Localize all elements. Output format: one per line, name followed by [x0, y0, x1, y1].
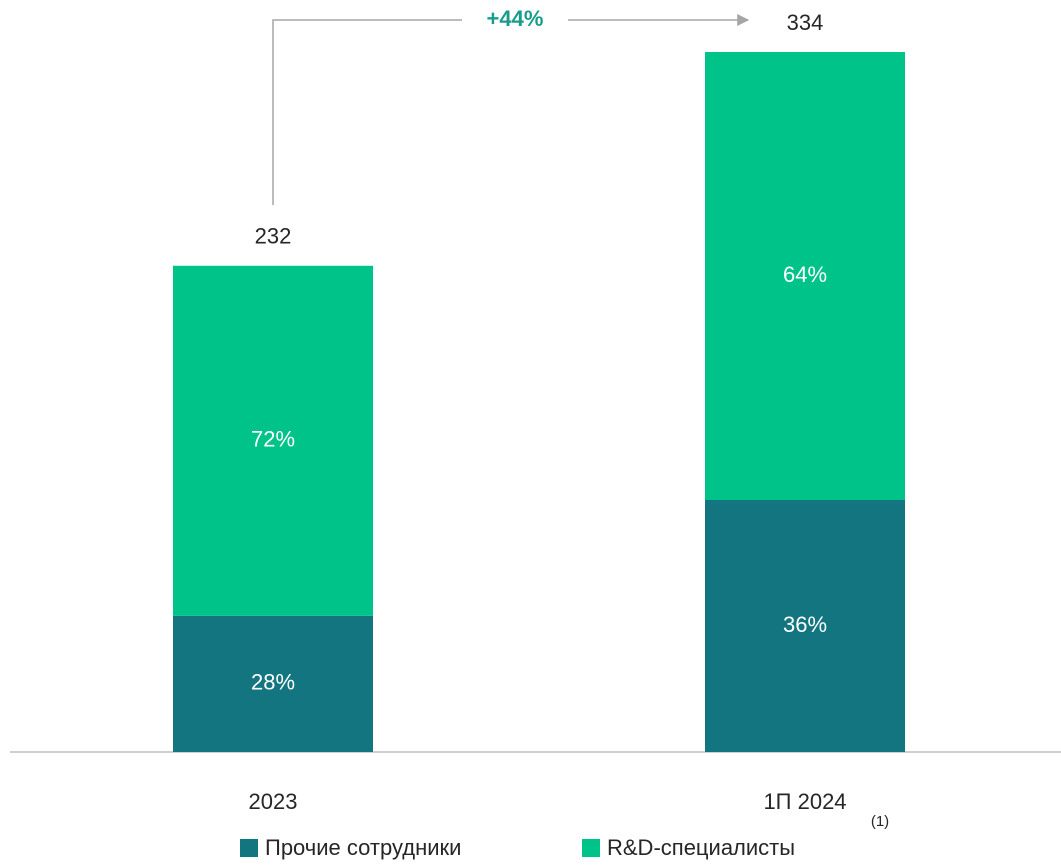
legend-label: Прочие сотрудники [265, 835, 461, 860]
x-tick-label: 2023 [249, 789, 298, 814]
legend-swatch [582, 839, 600, 857]
value-label: 72% [251, 427, 295, 452]
total-label: 232 [255, 224, 292, 249]
bar-segment [173, 615, 373, 752]
value-label: 64% [783, 262, 827, 287]
total-label: 334 [787, 10, 824, 35]
bar-segment [705, 500, 905, 752]
legend-label: R&D-специалисты [607, 835, 795, 860]
value-label: 28% [251, 670, 295, 695]
footnote-marker: (1) [871, 813, 889, 830]
growth-annotation: +44% [487, 6, 544, 31]
x-tick-label: 1П 2024 [763, 789, 846, 814]
value-label: 36% [783, 612, 827, 637]
growth-arrow-left [272, 19, 462, 205]
bar-segment [173, 265, 373, 616]
legend-swatch [240, 839, 258, 857]
bar-segment [705, 52, 905, 500]
